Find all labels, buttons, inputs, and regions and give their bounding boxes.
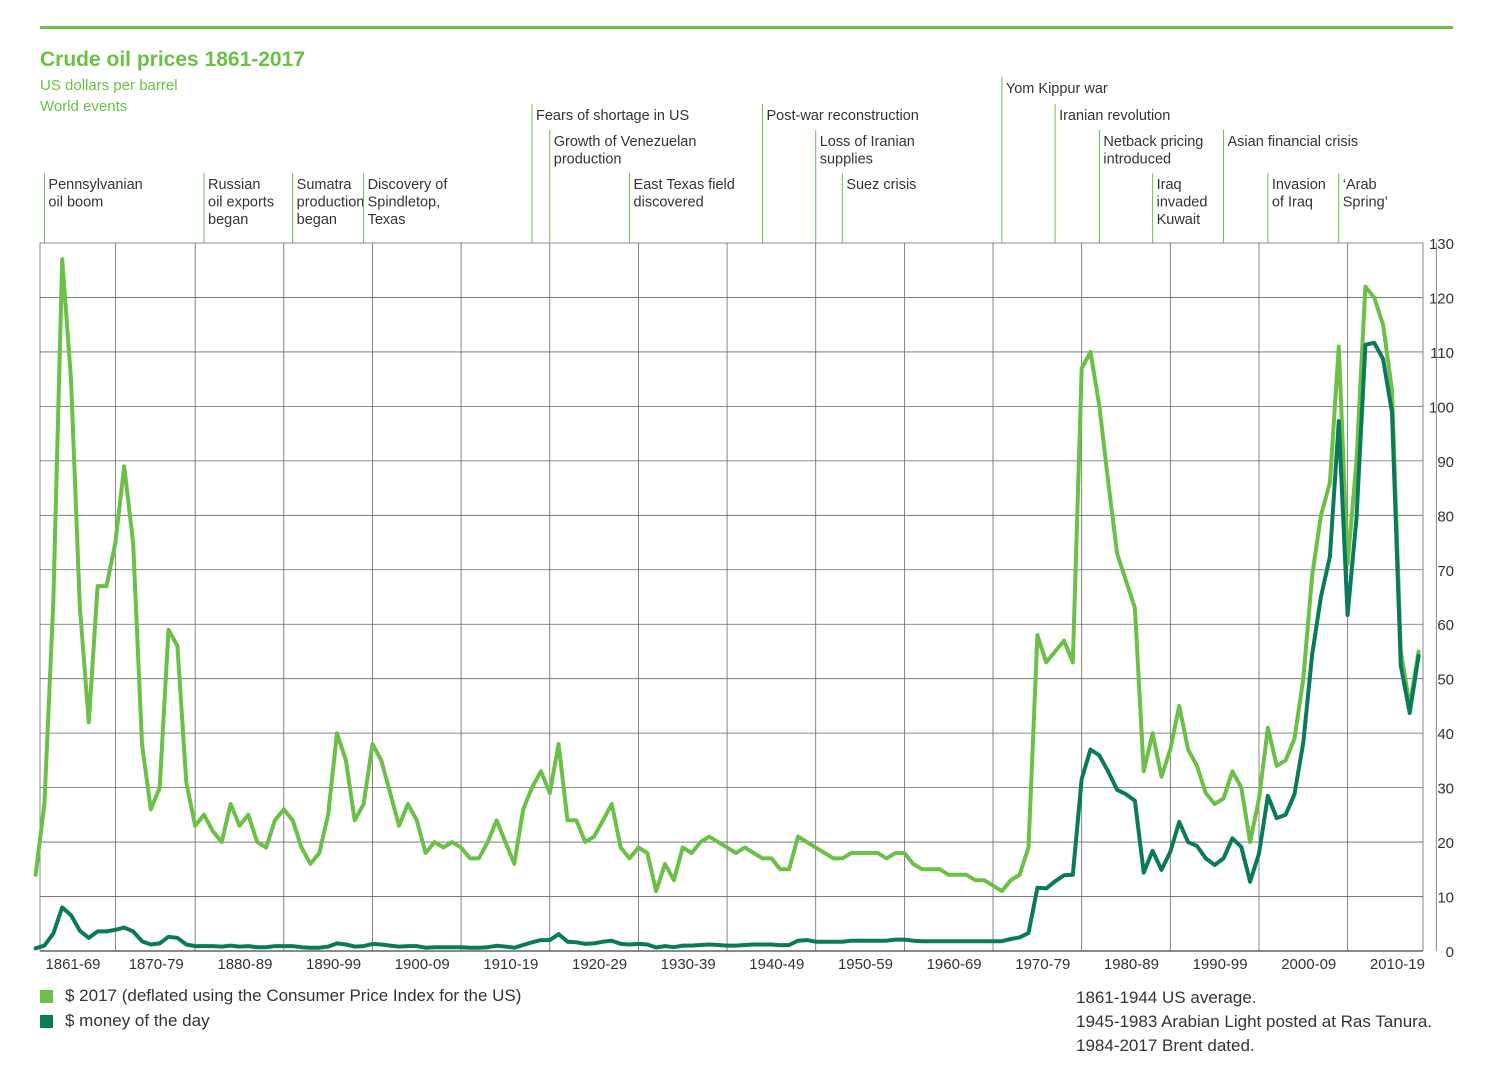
- x-tick-label: 1861-69: [45, 956, 100, 973]
- x-tick-label: 1890-99: [306, 956, 361, 973]
- legend-item-nominal: $ money of the day: [40, 1011, 210, 1031]
- x-tick-label: 2010-19: [1370, 956, 1425, 973]
- chart-title: Crude oil prices 1861-2017: [40, 48, 305, 71]
- event-label: Growth of Venezuelan: [554, 134, 697, 150]
- y-tick-label: 50: [1437, 672, 1454, 689]
- event-label: discovered: [634, 195, 704, 211]
- event-label: Iranian revolution: [1059, 108, 1170, 124]
- units-subtitle: US dollars per barrel: [40, 77, 178, 94]
- event-label: oil exports: [208, 195, 274, 211]
- x-tick-label: 1990-99: [1193, 956, 1248, 973]
- y-tick-label: 100: [1429, 399, 1454, 416]
- x-tick-label: 1970-79: [1015, 956, 1070, 973]
- x-tick-label: 1960-69: [927, 956, 982, 973]
- y-tick-label: 130: [1429, 236, 1454, 253]
- y-tick-label: 40: [1437, 726, 1454, 743]
- series-line-real: [33, 257, 1421, 894]
- y-tick-label: 0: [1446, 944, 1454, 961]
- event-label: introduced: [1103, 152, 1171, 168]
- event-label: supplies: [820, 152, 873, 168]
- event-label: Discovery of: [368, 177, 449, 193]
- x-tick-label: 2000-09: [1281, 956, 1336, 973]
- event-label: East Texas field: [634, 177, 735, 193]
- x-tick-label: 1920-29: [572, 956, 627, 973]
- event-label: Fears of shortage in US: [536, 108, 689, 124]
- y-tick-label: 10: [1437, 890, 1454, 907]
- event-label: Spring’: [1343, 195, 1388, 211]
- y-tick-label: 80: [1437, 508, 1454, 525]
- event-label: of Iraq: [1272, 195, 1313, 211]
- x-tick-label: 1940-49: [749, 956, 804, 973]
- event-label: Iraq: [1157, 177, 1182, 193]
- y-tick-label: 30: [1437, 781, 1454, 798]
- y-tick-label: 60: [1437, 617, 1454, 634]
- x-tick-label: 1950-59: [838, 956, 893, 973]
- event-label: invaded: [1157, 195, 1208, 211]
- event-label: production: [297, 195, 365, 211]
- note-line: 1984-2017 Brent dated.: [1076, 1036, 1255, 1055]
- top-rule: [40, 26, 1453, 29]
- event-label: Russian: [208, 177, 260, 193]
- x-tick-label: 1880-89: [217, 956, 272, 973]
- event-label: Kuwait: [1157, 212, 1201, 228]
- legend-swatch-real: [40, 989, 53, 1003]
- event-label: Spindletop,: [368, 195, 441, 211]
- x-tick-label: 1930-39: [661, 956, 716, 973]
- legend-swatch-nominal: [40, 1014, 53, 1028]
- note-line: 1945-1983 Arabian Light posted at Ras Ta…: [1076, 1012, 1433, 1031]
- y-tick-label: 20: [1437, 835, 1454, 852]
- event-label: production: [554, 152, 622, 168]
- y-tick-label: 90: [1437, 454, 1454, 471]
- event-label: began: [208, 212, 248, 228]
- x-tick-label: 1980-89: [1104, 956, 1159, 973]
- event-label: began: [297, 212, 337, 228]
- event-label: Pennsylvanian: [48, 177, 142, 193]
- event-label: Sumatra: [297, 177, 353, 193]
- source-notes: 1861-1944 US average. 1945-1983 Arabian …: [1076, 986, 1432, 1058]
- event-label: Invasion: [1272, 177, 1326, 193]
- event-label: oil boom: [48, 195, 103, 211]
- event-label: Post-war reconstruction: [767, 108, 919, 124]
- x-tick-label: 1900-09: [395, 956, 450, 973]
- event-label: Netback pricing: [1103, 134, 1203, 150]
- x-tick-label: 1870-79: [129, 956, 184, 973]
- series-line-nominal: [33, 340, 1421, 951]
- legend-label-real: $ 2017 (deflated using the Consumer Pric…: [65, 986, 522, 1005]
- event-label: Loss of Iranian: [820, 134, 915, 150]
- event-label: Texas: [368, 212, 406, 228]
- event-label: Suez crisis: [846, 177, 916, 193]
- legend-item-real: $ 2017 (deflated using the Consumer Pric…: [40, 986, 521, 1006]
- y-tick-label: 110: [1430, 345, 1454, 362]
- note-line: 1861-1944 US average.: [1076, 988, 1257, 1007]
- event-label: ‘Arab: [1343, 177, 1377, 193]
- event-label: Asian financial crisis: [1228, 134, 1359, 150]
- x-tick-label: 1910-19: [483, 956, 538, 973]
- y-tick-label: 70: [1437, 563, 1454, 580]
- legend-label-nominal: $ money of the day: [65, 1011, 210, 1030]
- event-label: Yom Kippur war: [1006, 81, 1108, 97]
- events-subtitle: World events: [40, 98, 128, 115]
- y-tick-label: 120: [1429, 290, 1454, 307]
